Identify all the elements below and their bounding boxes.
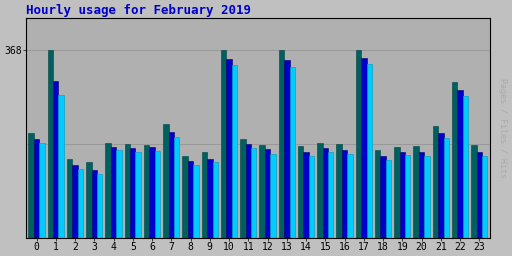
Bar xyxy=(317,143,323,238)
Bar xyxy=(433,126,438,238)
Bar xyxy=(471,145,477,238)
Bar xyxy=(443,138,449,238)
Bar xyxy=(438,133,443,238)
Bar xyxy=(270,154,275,238)
Bar xyxy=(58,95,64,238)
Bar xyxy=(221,50,226,238)
Bar xyxy=(260,145,265,238)
Bar xyxy=(34,139,39,238)
Bar xyxy=(53,81,58,238)
Bar xyxy=(29,133,34,238)
Bar xyxy=(136,152,141,238)
Bar xyxy=(144,145,150,238)
Bar xyxy=(72,165,78,238)
Bar xyxy=(367,64,372,238)
Bar xyxy=(375,150,380,238)
Bar xyxy=(86,162,92,238)
Bar xyxy=(168,132,174,238)
Bar xyxy=(251,148,257,238)
Bar xyxy=(424,156,430,238)
Bar xyxy=(328,152,333,238)
Bar xyxy=(419,152,424,238)
Bar xyxy=(380,156,386,238)
Bar xyxy=(304,152,309,238)
Bar xyxy=(97,174,102,238)
Bar xyxy=(347,154,353,238)
Bar xyxy=(111,147,116,238)
Bar xyxy=(174,137,179,238)
Bar xyxy=(400,152,405,238)
Bar xyxy=(150,147,155,238)
Bar xyxy=(265,150,270,238)
Bar xyxy=(356,50,361,238)
Bar xyxy=(155,151,160,238)
Bar xyxy=(342,150,347,238)
Bar xyxy=(116,150,122,238)
Bar xyxy=(394,147,400,238)
Bar xyxy=(361,58,367,238)
Bar xyxy=(414,146,419,238)
Bar xyxy=(193,165,199,238)
Bar xyxy=(48,50,53,238)
Text: Hourly usage for February 2019: Hourly usage for February 2019 xyxy=(26,4,251,17)
Bar xyxy=(452,82,457,238)
Bar xyxy=(207,159,212,238)
Bar xyxy=(463,96,468,238)
Bar xyxy=(188,161,193,238)
Bar xyxy=(39,143,45,238)
Bar xyxy=(289,67,295,238)
Bar xyxy=(125,144,130,238)
Bar xyxy=(92,170,97,238)
Bar xyxy=(298,146,304,238)
Bar xyxy=(67,159,72,238)
Bar xyxy=(202,152,207,238)
Bar xyxy=(212,162,218,238)
Bar xyxy=(284,60,289,238)
Bar xyxy=(226,59,232,238)
Bar xyxy=(105,143,111,238)
Bar xyxy=(232,65,237,238)
Bar xyxy=(323,148,328,238)
Bar xyxy=(482,156,487,238)
Bar xyxy=(182,156,188,238)
Bar xyxy=(336,144,342,238)
Bar xyxy=(477,152,482,238)
Bar xyxy=(78,169,83,238)
Bar xyxy=(163,124,168,238)
Bar xyxy=(240,139,246,238)
Text: Pages / Files / Hits: Pages / Files / Hits xyxy=(498,78,507,178)
Bar xyxy=(386,160,391,238)
Bar xyxy=(130,148,136,238)
Bar xyxy=(246,144,251,238)
Bar xyxy=(405,155,411,238)
Bar xyxy=(279,50,284,238)
Bar xyxy=(309,156,314,238)
Bar xyxy=(457,90,463,238)
